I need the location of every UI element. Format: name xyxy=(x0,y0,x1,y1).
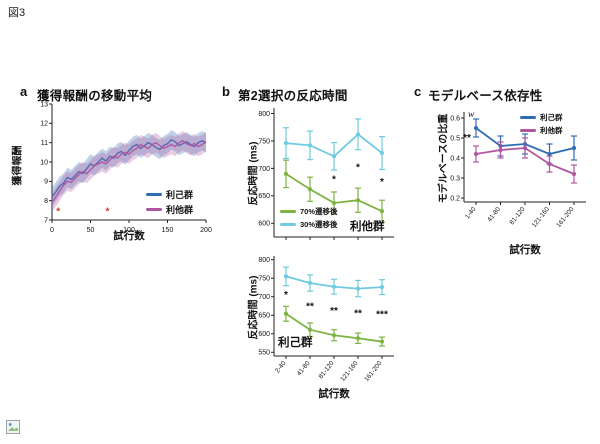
svg-text:*: * xyxy=(105,206,109,217)
green-line-swatch xyxy=(280,209,296,214)
svg-text:700: 700 xyxy=(258,294,270,301)
legend-item-selfish: 利己群 xyxy=(520,112,563,123)
svg-text:81-120: 81-120 xyxy=(318,360,336,381)
svg-text:*: * xyxy=(332,175,336,186)
svg-text:121-160: 121-160 xyxy=(531,206,551,229)
svg-text:600: 600 xyxy=(258,221,270,228)
svg-text:550: 550 xyxy=(258,350,270,357)
legend-item-altruistic: 利他群 xyxy=(146,203,193,216)
panel-a-legend: 利己群 利他群 xyxy=(146,188,193,216)
svg-text:***: *** xyxy=(376,309,388,320)
svg-text:2-40: 2-40 xyxy=(274,360,288,375)
altruistic-line-swatch xyxy=(520,128,536,133)
svg-text:0.5: 0.5 xyxy=(450,135,460,142)
svg-text:11: 11 xyxy=(41,140,48,147)
panel-a-title: 獲得報酬の移動平均 xyxy=(37,89,153,103)
svg-text:41-80: 41-80 xyxy=(486,206,502,224)
panel-a-chart: 7 8 9 10 11 12 13 0 50 100 150 200 * * xyxy=(26,98,216,253)
svg-text:700: 700 xyxy=(258,166,270,173)
panel-c-chart: 0.2 0.3 0.4 0.5 0.6 1-40 41-80 81-120 121-160 161… xyxy=(434,106,594,251)
svg-text:9: 9 xyxy=(44,179,48,186)
panel-b-bottom-chart: 550 600 650 700 750 800 2-40 41-80 81-120 121-160… xyxy=(244,250,404,405)
svg-text:7: 7 xyxy=(44,217,48,224)
svg-text:650: 650 xyxy=(258,193,270,200)
svg-text:8: 8 xyxy=(44,198,48,205)
legend-label: 利他群 xyxy=(540,126,563,135)
legend-label: 利他群 xyxy=(166,205,194,215)
panel-a-x-axis-label: 試行数 xyxy=(113,230,145,242)
svg-text:650: 650 xyxy=(258,313,270,320)
panel-c-legend: 利己群 利他群 xyxy=(520,112,563,136)
svg-text:0.4: 0.4 xyxy=(450,155,460,162)
svg-text:1-40: 1-40 xyxy=(464,206,478,221)
legend-label: 利己群 xyxy=(540,113,563,122)
svg-text:**: ** xyxy=(354,308,362,319)
svg-text:10: 10 xyxy=(40,159,48,166)
svg-text:0: 0 xyxy=(50,227,54,234)
panel-a-letter: a xyxy=(20,84,28,99)
svg-text:750: 750 xyxy=(258,276,270,283)
svg-text:600: 600 xyxy=(258,331,270,338)
svg-text:12: 12 xyxy=(40,121,48,128)
svg-text:81-120: 81-120 xyxy=(509,206,527,227)
svg-text:100: 100 xyxy=(123,227,135,234)
cyan-line-swatch xyxy=(280,222,296,227)
legend-item-altruistic: 利他群 xyxy=(520,125,563,136)
svg-text:0.3: 0.3 xyxy=(450,175,460,182)
svg-text:200: 200 xyxy=(200,227,212,234)
svg-text:800: 800 xyxy=(258,257,270,264)
svg-text:161-200: 161-200 xyxy=(363,360,383,383)
svg-text:800: 800 xyxy=(258,111,270,118)
legend-item-70pct: 70%遷移後 xyxy=(280,206,338,217)
panel-c-letter: c xyxy=(414,84,422,99)
broken-image-icon xyxy=(6,420,20,434)
panel-c-title: モデルベース依存性 xyxy=(428,89,543,103)
svg-text:0.2: 0.2 xyxy=(450,195,460,202)
legend-label: 30%遷移後 xyxy=(300,220,338,229)
svg-text:0.6: 0.6 xyxy=(450,115,460,122)
svg-text:150: 150 xyxy=(162,227,174,234)
legend-label: 70%遷移後 xyxy=(300,207,338,216)
svg-text:**: ** xyxy=(463,133,471,144)
svg-text:750: 750 xyxy=(258,138,270,145)
panel-b-bottom-group-label: 利己群 xyxy=(278,337,313,349)
svg-text:*: * xyxy=(380,177,384,188)
figure-label: 図3 xyxy=(8,7,26,19)
svg-text:13: 13 xyxy=(40,101,48,108)
svg-text:**: ** xyxy=(330,306,338,317)
panel-c-w-annotation: w xyxy=(468,110,475,120)
selfish-line-swatch xyxy=(146,192,162,197)
altruistic-line-swatch xyxy=(146,207,162,212)
panel-c-x-axis-label: 試行数 xyxy=(509,244,541,256)
panel-b-x-axis-label: 試行数 xyxy=(318,388,350,400)
panel-b-letter: b xyxy=(222,84,230,99)
panel-b-top-chart: 600 650 700 750 800 * * * xyxy=(244,100,404,250)
svg-text:41-80: 41-80 xyxy=(296,360,312,378)
legend-item-30pct: 30%遷移後 xyxy=(280,219,338,230)
svg-text:*: * xyxy=(284,290,288,301)
svg-text:50: 50 xyxy=(87,227,95,234)
svg-text:*: * xyxy=(356,162,360,173)
panel-b-top-legend: 70%遷移後 30%遷移後 xyxy=(280,206,338,230)
svg-text:121-160: 121-160 xyxy=(339,360,359,383)
selfish-line-swatch xyxy=(520,115,536,120)
panel-b-title: 第2選択の反応時間 xyxy=(238,89,348,103)
legend-label: 利己群 xyxy=(166,190,194,200)
svg-text:161-200: 161-200 xyxy=(555,206,575,229)
svg-text:*: * xyxy=(56,206,60,217)
svg-text:**: ** xyxy=(306,301,314,312)
legend-item-selfish: 利己群 xyxy=(146,188,193,201)
panel-b-top-group-label: 利他群 xyxy=(350,221,385,233)
panel-a-y-axis-label: 獲得報酬 xyxy=(12,145,24,186)
